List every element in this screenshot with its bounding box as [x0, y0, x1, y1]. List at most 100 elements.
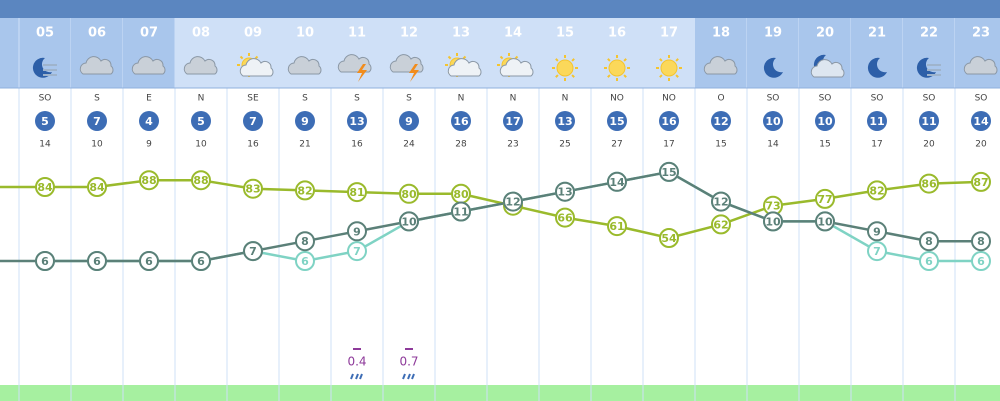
humidity-label: 54 [661, 232, 677, 245]
icon [571, 74, 575, 78]
hour-label: 21 [868, 26, 886, 41]
icon [447, 58, 482, 77]
temperature-point [607, 171, 627, 192]
rain-icon [350, 373, 363, 380]
icon [703, 56, 738, 75]
temperature-label: 12 [505, 196, 520, 209]
rain-icon [402, 373, 415, 380]
gust: 17 [663, 140, 674, 150]
temperature-point [867, 221, 887, 242]
feels-like-point [867, 241, 887, 262]
wind-badge [555, 111, 575, 131]
wind-direction: SO [767, 94, 780, 104]
humidity-point [659, 228, 679, 248]
wind-speed: 12 [713, 115, 728, 128]
rain-bar [353, 348, 361, 350]
wind-badge [87, 111, 107, 131]
humidity-label: 88 [141, 174, 156, 187]
wind-direction: SO [923, 94, 936, 104]
temperature-point [711, 191, 731, 212]
humidity-point [139, 170, 159, 191]
icon [659, 58, 663, 62]
header-cell [0, 18, 19, 88]
wind-badge [295, 111, 315, 131]
humidity-label: 83 [245, 183, 260, 196]
wind-speed: 7 [93, 115, 101, 128]
temperature-point [191, 251, 211, 271]
hour-label: 06 [88, 26, 106, 41]
wind-speed: 11 [869, 115, 884, 128]
humidity-label: 84 [37, 181, 53, 194]
humidity-label: 88 [193, 174, 208, 187]
feels-like [45, 170, 981, 263]
rain-bar [405, 348, 413, 350]
wind-speed: 10 [765, 115, 781, 128]
humidity-label: 87 [973, 176, 988, 189]
wind-speed: 13 [557, 115, 572, 128]
temperature-label: 6 [93, 255, 101, 268]
humidity-label: 77 [817, 193, 832, 206]
icon [131, 56, 166, 75]
icon [287, 56, 322, 75]
temperature-label: 14 [609, 176, 625, 189]
wind-badge [607, 111, 627, 131]
header-cell [695, 18, 747, 88]
wind-direction: SO [819, 94, 832, 104]
feels-like-point [919, 251, 939, 271]
icon [659, 74, 663, 78]
temperature-point [919, 231, 939, 252]
icon [607, 58, 611, 62]
wind-badge [503, 111, 523, 131]
wind-badge [243, 111, 263, 131]
rain-amount: 0.4 [347, 355, 366, 369]
wind-badge [451, 111, 471, 131]
temperature-point [399, 211, 419, 232]
gust: 10 [195, 140, 207, 150]
temperature-label: 8 [301, 235, 309, 248]
wind-direction: SO [975, 94, 988, 104]
hour-label: 09 [244, 26, 262, 41]
gust: 15 [715, 140, 726, 150]
gust: 28 [455, 140, 467, 150]
gust: 21 [299, 140, 310, 150]
gust: 14 [767, 140, 779, 150]
temperature-label: 13 [557, 186, 572, 199]
wind-badge [815, 111, 835, 131]
temperature-label: 15 [661, 166, 676, 179]
wind-badge [763, 111, 783, 131]
wind-speed: 15 [609, 115, 624, 128]
humidity-point [867, 180, 887, 201]
icon [32, 57, 52, 78]
wind-badge [659, 111, 679, 131]
temperature-point [139, 251, 159, 271]
temperature-label: 6 [197, 255, 205, 268]
gust: 9 [146, 140, 152, 150]
top-bar [0, 0, 1000, 18]
hour-label: 23 [972, 26, 990, 41]
icon [675, 58, 679, 62]
wind-direction: N [198, 94, 205, 104]
icon [608, 59, 626, 77]
humidity-point [399, 183, 419, 204]
wind-speed: 5 [41, 115, 49, 128]
gust: 20 [975, 140, 987, 150]
feels-like-label: 7 [353, 245, 361, 258]
wind-badge [971, 111, 991, 131]
icon [499, 58, 534, 77]
wind-speed: 9 [301, 115, 309, 128]
temperature-label: 10 [765, 215, 781, 228]
temperature-point [659, 161, 679, 182]
wind-badge [191, 111, 211, 131]
wind-direction: S [406, 94, 412, 104]
wind-speed: 10 [817, 115, 833, 128]
humidity-point [35, 177, 55, 197]
wind-speed: 16 [453, 115, 469, 128]
header-cell [383, 18, 435, 88]
humidity-point [191, 170, 211, 191]
humidity-label: 66 [557, 212, 573, 225]
feels-like-label: 6 [301, 255, 309, 268]
wind-badge [867, 111, 887, 131]
icon [963, 56, 998, 75]
gust: 16 [247, 140, 259, 150]
